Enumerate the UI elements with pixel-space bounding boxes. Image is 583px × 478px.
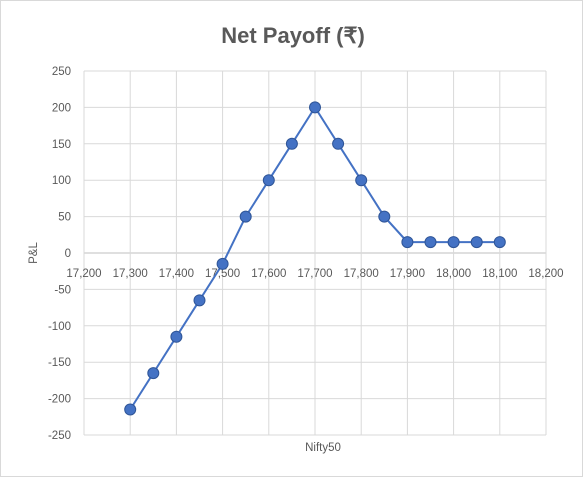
data-point xyxy=(448,237,459,248)
data-point xyxy=(494,237,505,248)
y-tick-label: 0 xyxy=(65,248,71,260)
data-point xyxy=(356,175,367,186)
x-tick-label: 18,100 xyxy=(482,268,517,280)
y-tick-label: 150 xyxy=(52,139,71,151)
x-tick-label: 17,800 xyxy=(344,268,379,280)
data-point xyxy=(217,258,228,269)
y-tick-label: -100 xyxy=(48,321,71,333)
y-tick-label: 100 xyxy=(52,175,71,187)
x-tick-label: 18,000 xyxy=(436,268,471,280)
y-axis-ticks: 250 200 150 100 50 0 -50 -100 -150 -200 -250 xyxy=(48,66,71,442)
chart-title: Net Payoff (₹) xyxy=(221,23,365,48)
data-point xyxy=(310,102,321,113)
x-axis-ticks: 17,200 17,300 17,400 17,500 17,600 17,700 17,8… xyxy=(66,268,563,280)
data-point xyxy=(333,138,344,149)
x-tick-label: 17,200 xyxy=(66,268,101,280)
data-point xyxy=(240,211,251,222)
y-tick-label: -250 xyxy=(48,430,71,442)
grid-lines xyxy=(84,71,546,435)
data-point xyxy=(148,368,159,379)
data-point xyxy=(125,404,136,415)
x-tick-label: 18,200 xyxy=(528,268,563,280)
x-tick-label: 17,300 xyxy=(113,268,148,280)
y-tick-label: 200 xyxy=(52,102,71,114)
data-point xyxy=(471,237,482,248)
x-tick-label: 17,900 xyxy=(390,268,425,280)
y-tick-label: -50 xyxy=(54,284,71,296)
x-tick-label: 17,400 xyxy=(159,268,194,280)
data-point xyxy=(263,175,274,186)
data-point xyxy=(194,295,205,306)
y-tick-label: -150 xyxy=(48,357,71,369)
data-point xyxy=(402,237,413,248)
data-point xyxy=(379,211,390,222)
y-tick-label: 50 xyxy=(58,212,71,224)
y-axis-label: P&L xyxy=(28,242,40,264)
y-tick-label: -200 xyxy=(48,394,71,406)
data-point xyxy=(171,331,182,342)
y-tick-label: 250 xyxy=(52,66,71,78)
x-tick-label: 17,600 xyxy=(251,268,286,280)
data-point xyxy=(286,138,297,149)
x-axis-label: Nifty50 xyxy=(305,442,341,454)
data-point xyxy=(425,237,436,248)
x-tick-label: 17,700 xyxy=(297,268,332,280)
